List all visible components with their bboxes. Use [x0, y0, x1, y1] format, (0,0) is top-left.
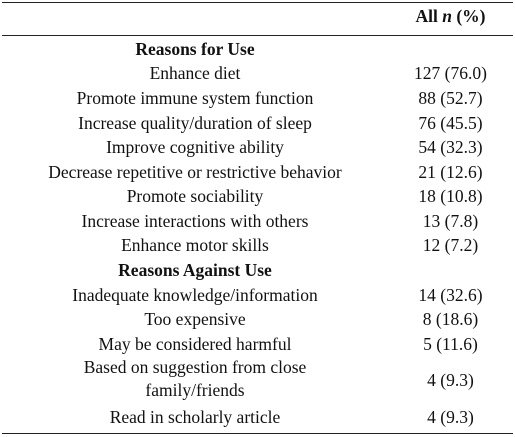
- header-value-prefix: All: [415, 6, 443, 26]
- row-label: Decrease repetitive or restrictive behav…: [48, 162, 342, 182]
- row-value: 88 (52.7): [418, 88, 483, 108]
- row-value: 4 (9.3): [427, 370, 474, 390]
- row-value: 54 (32.3): [418, 137, 483, 157]
- table-row: Read in scholarly article 4 (9.3): [2, 405, 513, 430]
- row-label: Enhance motor skills: [121, 235, 269, 255]
- table-row: Enhance motor skills 12 (7.2): [2, 233, 513, 258]
- table-row: Promote sociability 18 (10.8): [2, 184, 513, 209]
- row-value: 76 (45.5): [418, 113, 483, 133]
- header-value-cell: All n (%): [388, 4, 513, 29]
- row-value: 4 (9.3): [427, 407, 474, 427]
- row-label: Based on suggestion from close family/fri…: [2, 356, 388, 402]
- table-row: May be considered harmful 5 (11.6): [2, 332, 513, 357]
- row-label: May be considered harmful: [98, 334, 292, 354]
- row-value: 13 (7.8): [422, 211, 479, 231]
- row-value: 8 (18.6): [422, 309, 479, 329]
- section-title: Reasons Against Use: [118, 260, 272, 280]
- table-row: Increase interactions with others 13 (7.…: [2, 209, 513, 234]
- row-label: Enhance diet: [149, 63, 241, 83]
- row-label: Increase interactions with others: [81, 211, 309, 231]
- row-label: Promote immune system function: [76, 88, 314, 108]
- table-row: Decrease repetitive or restrictive behav…: [2, 160, 513, 185]
- table-row: Increase quality/duration of sleep 76 (4…: [2, 111, 513, 136]
- row-label: Improve cognitive ability: [106, 137, 284, 157]
- section-title-row: Reasons for Use: [2, 37, 513, 62]
- table-header-row: All n (%): [2, 4, 513, 29]
- row-value: 12 (7.2): [422, 235, 479, 255]
- row-label-line2: family/friends: [145, 380, 245, 400]
- row-label-line1: Based on suggestion from close: [83, 357, 307, 377]
- row-value: 14 (32.6): [418, 285, 483, 305]
- table-row: Promote immune system function 88 (52.7): [2, 86, 513, 111]
- table-row: Improve cognitive ability 54 (32.3): [2, 135, 513, 160]
- row-label: Increase quality/duration of sleep: [78, 113, 312, 133]
- table-row: Enhance diet 127 (76.0): [2, 61, 513, 86]
- row-label: Inadequate knowledge/information: [72, 285, 318, 305]
- row-value: 127 (76.0): [414, 63, 487, 83]
- row-label: Too expensive: [144, 309, 246, 329]
- section-title-row: Reasons Against Use: [2, 258, 513, 283]
- table-row: Based on suggestion from close family/fri…: [2, 356, 513, 404]
- header-value-suffix: (%): [451, 6, 486, 26]
- table-row: Inadequate knowledge/information 14 (32.…: [2, 283, 513, 308]
- table-row: Too expensive 8 (18.6): [2, 307, 513, 332]
- table-top-rule: [2, 2, 513, 3]
- row-value: 18 (10.8): [418, 186, 483, 206]
- table-bottom-rule: [2, 433, 513, 434]
- row-label: Promote sociability: [126, 186, 264, 206]
- row-label: Read in scholarly article: [109, 407, 281, 427]
- table-header-rule: [2, 35, 513, 36]
- row-value: 5 (11.6): [423, 334, 478, 354]
- row-value: 21 (12.6): [418, 162, 483, 182]
- section-title: Reasons for Use: [135, 39, 255, 59]
- header-value-n: n: [442, 6, 452, 26]
